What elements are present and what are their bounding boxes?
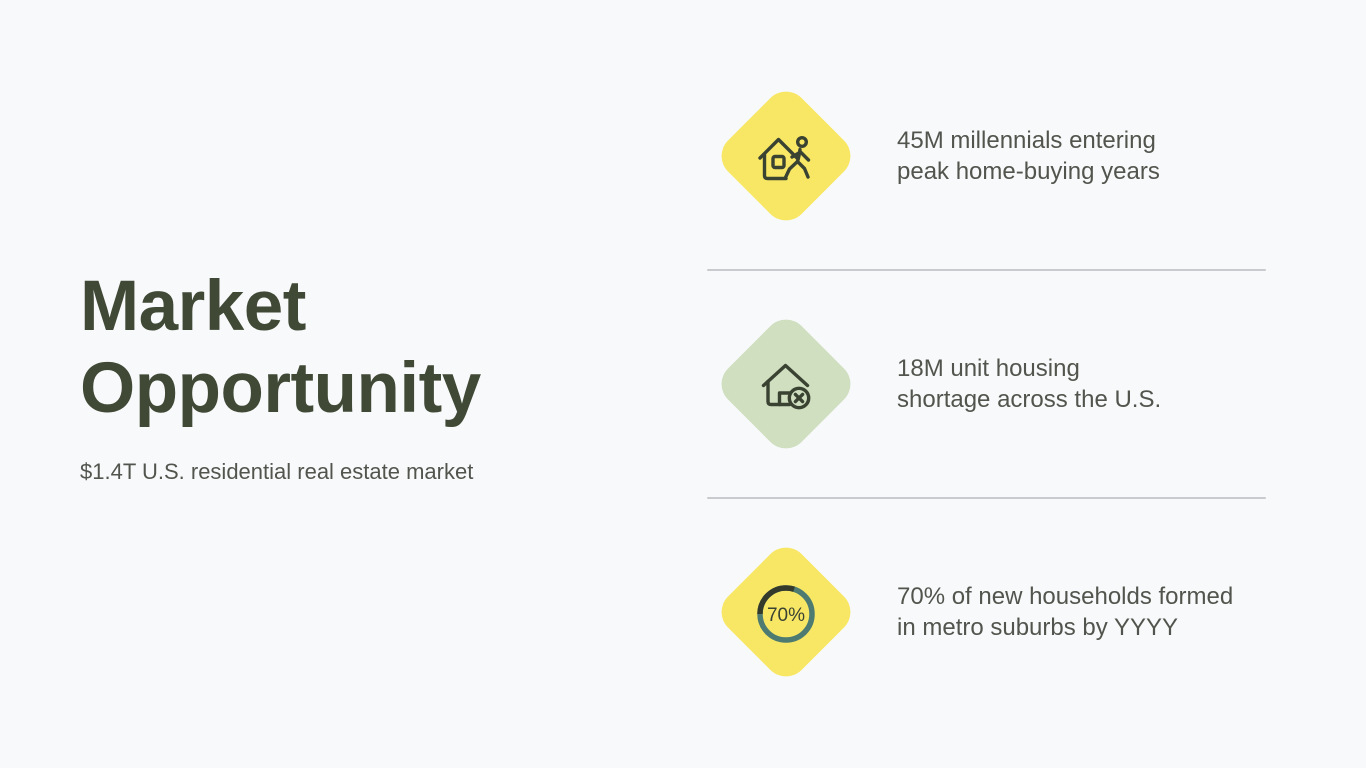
stat-text-line: peak home-buying years xyxy=(897,158,1160,185)
diamond-shape xyxy=(721,319,851,449)
stat-text-line: in metro suburbs by YYYY xyxy=(897,614,1179,641)
divider xyxy=(707,497,1266,499)
progress-ring-remainder xyxy=(757,585,815,643)
stats-list: 45M millennials entering peak home-buyin… xyxy=(707,43,1266,725)
title-line-1: Market xyxy=(80,267,306,346)
title-line-2: Opportunity xyxy=(80,349,481,428)
page-title: Market Opportunity xyxy=(80,266,640,430)
diamond-badge xyxy=(721,91,851,221)
diamond-shape xyxy=(721,547,851,677)
divider xyxy=(707,269,1266,271)
progress-ring-label: 70% xyxy=(767,605,805,626)
stat-text: 45M millennials entering peak home-buyin… xyxy=(897,125,1160,187)
subtitle: $1.4T U.S. residential real estate marke… xyxy=(80,459,474,484)
stat-row-households: 70% 70% of new households formed in metr… xyxy=(707,499,1266,725)
progress-ring-icon: 70% xyxy=(757,585,815,643)
stat-text-line: 70% of new households formed xyxy=(897,583,1234,610)
diamond-shape xyxy=(721,91,851,221)
house-cross-circle-icon xyxy=(761,363,811,410)
stat-text-line: shortage across the U.S. xyxy=(897,386,1162,413)
stat-row-millennials: 45M millennials entering peak home-buyin… xyxy=(707,43,1266,269)
stat-row-housing-shortage: 18M unit housing shortage across the U.S… xyxy=(707,271,1266,497)
diamond-badge: 70% xyxy=(721,547,851,677)
stat-text: 18M unit housing shortage across the U.S… xyxy=(897,353,1161,415)
diamond-badge xyxy=(721,319,851,449)
house-person-running-icon xyxy=(758,135,811,181)
stat-text: 70% of new households formed in metro su… xyxy=(897,581,1233,643)
title-block: Market Opportunity $1.4T U.S. residential… xyxy=(80,266,640,486)
stat-text-line: 18M unit housing xyxy=(897,355,1080,382)
stat-text-line: 45M millennials entering xyxy=(897,127,1156,154)
